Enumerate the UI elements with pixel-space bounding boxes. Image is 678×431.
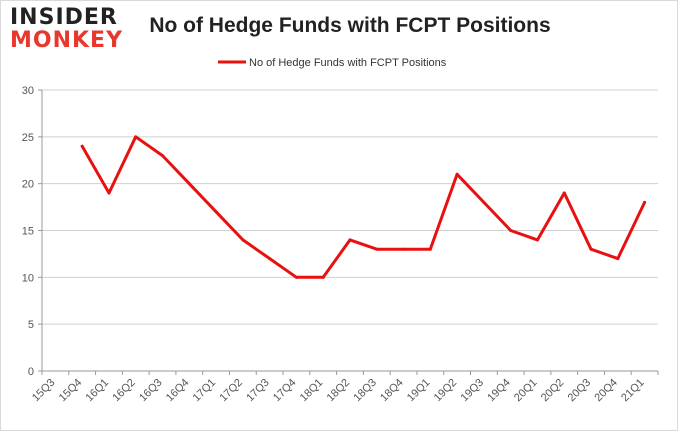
- y-tick-label-0: 0: [28, 366, 34, 378]
- data-point-19Q4: [509, 229, 513, 232]
- x-tick-label-18Q2: 18Q2: [325, 377, 353, 405]
- data-point-20Q1: [535, 238, 539, 242]
- x-tick-label-16Q2: 16Q2: [110, 377, 138, 405]
- x-tick-label-16Q1: 16Q1: [84, 377, 112, 405]
- x-tick-label-20Q3: 20Q3: [566, 377, 594, 405]
- data-point-16Q1: [107, 191, 111, 195]
- logo-text-insider: INSIDER: [10, 5, 118, 30]
- data-point-20Q3: [589, 247, 593, 251]
- x-tick-label-18Q3: 18Q3: [351, 377, 379, 405]
- chart-title: No of Hedge Funds with FCPT Positions: [149, 14, 551, 37]
- insider-monkey-logo: INSIDER MONKEY: [10, 6, 130, 52]
- data-point-18Q2: [348, 238, 352, 242]
- x-tick-label-19Q2: 19Q2: [432, 377, 460, 405]
- x-tick-label-20Q2: 20Q2: [539, 377, 567, 405]
- y-tick-label-10: 10: [22, 272, 34, 284]
- y-tick-label-15: 15: [22, 226, 34, 238]
- data-point-16Q3: [161, 154, 165, 158]
- x-tick-label-19Q1: 19Q1: [405, 377, 433, 405]
- data-point-17Q4: [294, 275, 298, 279]
- data-point-17Q3: [268, 257, 272, 261]
- data-point-19Q3: [482, 200, 486, 204]
- x-tick-label-15Q3: 15Q3: [30, 377, 58, 405]
- data-point-16Q4: [187, 182, 191, 186]
- x-axis-ticks: 15Q3 15Q4 16Q1 16Q2 16Q3 16Q4 17Q1 17Q2 17Q3 17Q4…: [30, 371, 659, 405]
- data-point-18Q4: [402, 247, 406, 251]
- x-tick-label-20Q1: 20Q1: [512, 377, 540, 405]
- y-tick-label-25: 25: [22, 132, 34, 144]
- logo-text-monkey: MONKEY: [10, 28, 124, 53]
- data-point-17Q2: [241, 238, 245, 242]
- data-point-20Q2: [562, 191, 566, 195]
- data-point-15Q4: [80, 144, 84, 148]
- y-axis-ticks: 0 5 10 15 20 25 30: [22, 85, 42, 378]
- data-point-19Q2: [455, 172, 459, 176]
- x-tick-label-17Q4: 17Q4: [271, 377, 299, 405]
- series-line-0: [80, 135, 647, 279]
- data-point-20Q4: [616, 257, 620, 261]
- data-point-17Q1: [214, 210, 218, 214]
- series-group: [80, 135, 647, 279]
- y-tick-label-20: 20: [22, 179, 34, 191]
- x-tick-label-18Q4: 18Q4: [378, 377, 406, 405]
- data-point-16Q2: [134, 135, 138, 139]
- x-tick-label-18Q1: 18Q1: [298, 377, 326, 405]
- x-tick-label-20Q4: 20Q4: [592, 377, 620, 405]
- x-tick-label-17Q2: 17Q2: [217, 377, 245, 405]
- legend-label: No of Hedge Funds with FCPT Positions: [249, 57, 447, 69]
- y-tick-label-5: 5: [28, 319, 34, 331]
- legend: No of Hedge Funds with FCPT Positions: [218, 57, 447, 69]
- x-tick-label-17Q1: 17Q1: [191, 377, 219, 405]
- data-point-18Q3: [375, 247, 379, 251]
- x-tick-label-17Q3: 17Q3: [244, 377, 272, 405]
- data-point-19Q1: [428, 247, 432, 251]
- x-tick-label-16Q3: 16Q3: [137, 377, 165, 405]
- y-tick-label-30: 30: [22, 85, 34, 97]
- x-tick-label-19Q3: 19Q3: [459, 377, 487, 405]
- grid-lines: [42, 89, 658, 325]
- x-tick-label-21Q1: 21Q1: [619, 377, 647, 405]
- data-point-18Q1: [321, 275, 325, 279]
- x-tick-label-16Q4: 16Q4: [164, 377, 192, 405]
- x-tick-label-15Q4: 15Q4: [57, 377, 85, 405]
- x-tick-label-19Q4: 19Q4: [485, 377, 513, 405]
- data-point-21Q1: [643, 200, 647, 204]
